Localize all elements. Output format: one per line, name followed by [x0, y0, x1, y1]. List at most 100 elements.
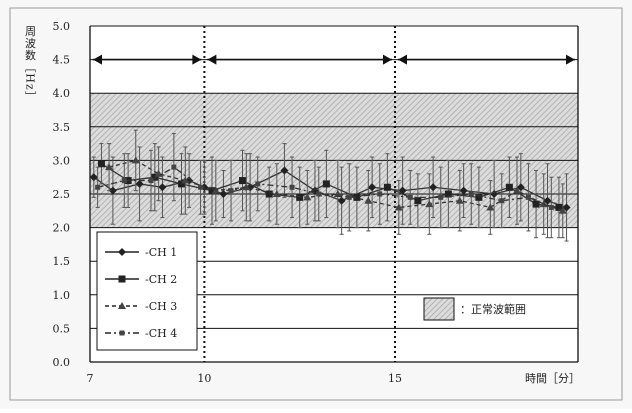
y-tick-label: 3.5 [53, 121, 71, 134]
data-point [242, 183, 251, 191]
y-tick-label: 2.0 [53, 222, 71, 235]
data-point [118, 275, 126, 283]
data-point [532, 200, 540, 208]
data-point [333, 190, 342, 197]
data-point [377, 191, 383, 197]
data-point [255, 181, 261, 187]
data-point [455, 196, 464, 204]
data-point [148, 178, 154, 184]
y-tick-label: 3.0 [53, 154, 71, 167]
data-point [265, 190, 273, 198]
data-point [562, 203, 571, 212]
phase-arrow-head-left [93, 54, 102, 65]
data-point [303, 193, 312, 201]
y-tick-label: 0.0 [53, 356, 71, 369]
data-point [272, 190, 281, 197]
data-point [316, 191, 322, 197]
data-point [364, 196, 373, 204]
y-tick-label: 1.0 [53, 289, 71, 302]
data-point [407, 194, 413, 200]
data-point [95, 184, 101, 190]
data-point [211, 186, 220, 194]
data-point [108, 186, 117, 195]
series-ch1 [89, 143, 571, 242]
phase-arrow-head-left [398, 54, 407, 65]
legend-label: -CH 2 [145, 273, 177, 286]
data-point [135, 179, 144, 188]
data-point [459, 186, 468, 195]
data-point [513, 186, 521, 194]
data-point [158, 183, 167, 192]
figure-border [9, 7, 623, 401]
series-ch2 [97, 143, 563, 239]
series-line [108, 159, 563, 212]
data-point [118, 302, 126, 309]
data-point [548, 204, 554, 210]
data-point [198, 184, 204, 190]
y-axis-label: 周波数［Hz］ [24, 25, 37, 103]
data-point [131, 156, 140, 164]
series-ch4 [95, 133, 554, 239]
y-tick-label: 5.0 [53, 20, 71, 33]
x-axis-label: 時間［分］ [525, 372, 580, 385]
y-tick-label: 4.5 [53, 54, 71, 67]
data-point [208, 187, 216, 195]
data-point [394, 203, 403, 211]
data-point [322, 180, 330, 188]
data-point [296, 193, 304, 201]
data-point [105, 163, 114, 171]
data-point [178, 180, 185, 188]
phase-arrow-head-right [192, 54, 202, 65]
phase-arrow-head-left [207, 54, 217, 65]
legend-label: -CH 1 [145, 246, 177, 259]
phase-arrow-head-right [566, 54, 575, 65]
data-point [121, 178, 127, 184]
data-point [516, 183, 525, 192]
data-point [119, 330, 125, 336]
data-point [486, 203, 495, 211]
x-tick-label: 10 [197, 372, 211, 385]
data-point [444, 190, 452, 198]
phase-arrow-head-right [383, 54, 392, 65]
data-point [118, 248, 126, 256]
x-tick-label: 7 [87, 372, 94, 385]
data-point [505, 183, 513, 191]
data-point [171, 164, 177, 170]
data-point [543, 196, 552, 205]
data-point [368, 183, 377, 192]
data-point [181, 176, 190, 184]
data-point [555, 203, 563, 211]
data-point [151, 173, 159, 181]
data-point [414, 197, 422, 205]
data-point [97, 160, 105, 168]
data-point [499, 198, 505, 204]
legend-label: -CH 3 [145, 300, 177, 313]
data-point [475, 193, 483, 201]
data-point [337, 196, 346, 205]
data-point [525, 194, 531, 200]
y-tick-label: 1.5 [53, 255, 71, 268]
data-point [219, 190, 228, 198]
data-point [89, 173, 98, 182]
data-point [438, 194, 444, 200]
data-point [289, 184, 295, 190]
data-point [468, 191, 474, 197]
data-point [280, 166, 289, 175]
data-point [346, 194, 352, 200]
data-point [383, 183, 391, 191]
x-tick-label: 15 [388, 372, 402, 385]
data-point [353, 193, 361, 201]
data-point [558, 206, 567, 214]
y-tick-label: 2.5 [53, 188, 71, 201]
data-point [228, 188, 234, 194]
y-tick-label: 4.0 [53, 87, 71, 100]
data-point [239, 177, 246, 185]
normal-range-key-swatch [423, 297, 455, 321]
normal-range-key-label: ：正常波範囲 [460, 302, 526, 316]
data-point [429, 183, 438, 192]
data-point [425, 200, 434, 208]
legend-label: -CH 4 [145, 327, 177, 340]
y-tick-label: 0.5 [53, 322, 71, 335]
